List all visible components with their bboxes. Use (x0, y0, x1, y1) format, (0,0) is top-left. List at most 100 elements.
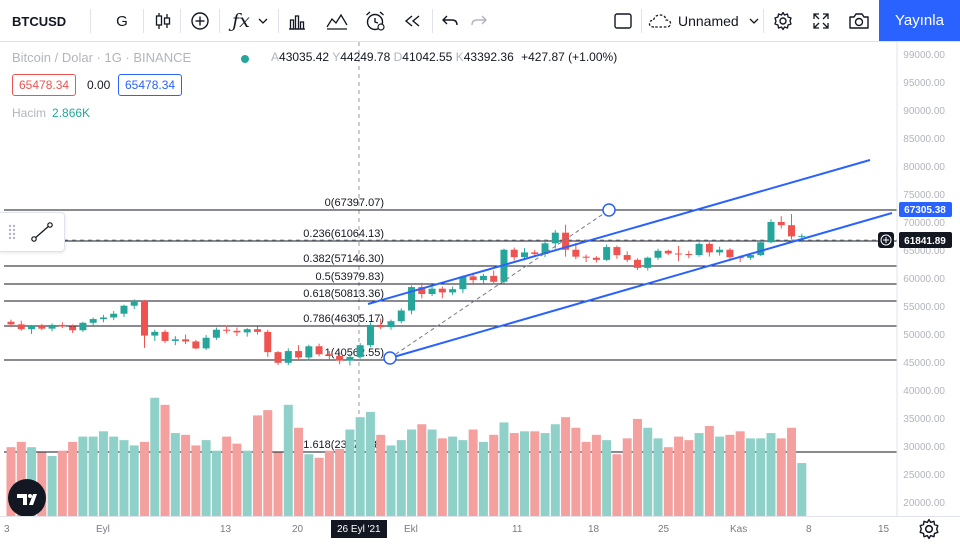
indicators-compare-button[interactable] (186, 0, 214, 42)
snapshot-button[interactable] (846, 0, 872, 42)
interval-button[interactable]: G (110, 0, 134, 42)
publish-button[interactable]: Yayınla (879, 0, 960, 41)
volume-label: Hacim (12, 106, 47, 120)
fib-retracement[interactable]: 0(67397.07) 0.236(61064.13) 0.382(57146.30… (4, 197, 897, 453)
candle-body (377, 324, 385, 328)
replay-button[interactable] (400, 0, 426, 42)
candle-body (510, 249, 518, 258)
redo-button[interactable] (467, 0, 491, 42)
volume-bar (468, 429, 478, 516)
candle-body (705, 243, 713, 253)
drawings[interactable] (367, 159, 893, 365)
candle-body (17, 324, 25, 330)
buy-price-button[interactable]: 65478.34 (118, 74, 183, 96)
candle-body (428, 288, 436, 294)
volume-bar (222, 436, 232, 516)
volume-bar (252, 415, 262, 516)
chart-settings-button[interactable] (918, 518, 940, 540)
price-axis-label: 75000.00 (903, 190, 945, 201)
sell-price-button[interactable]: 65478.34 (12, 74, 77, 96)
candle-body (418, 287, 426, 294)
volume-bar (448, 436, 458, 516)
toolbar-divider (641, 9, 642, 33)
volume-bar (581, 441, 591, 516)
candle-body (664, 250, 672, 254)
undo-icon (441, 14, 459, 28)
candle-body (69, 326, 77, 331)
volume-legend[interactable]: Hacim 2.866K (12, 106, 90, 120)
time-axis-label: Kas (730, 524, 748, 535)
alerts-button[interactable] (324, 0, 350, 42)
interval-label: G (116, 12, 128, 30)
volume-bar (181, 434, 191, 516)
fullscreen-select-button[interactable] (611, 0, 635, 42)
candle-body (438, 288, 446, 293)
open-value: 43035.42 (279, 50, 330, 64)
chart-style-button[interactable] (150, 0, 176, 42)
volume-bar (674, 436, 684, 516)
volume-bar (499, 422, 509, 516)
volume-bar (355, 417, 365, 516)
volume-bar (386, 445, 396, 516)
alert-button[interactable] (362, 0, 388, 42)
fib-level-label: 1(40562.55) (325, 347, 384, 359)
volume-bar (294, 427, 304, 516)
volume-bar (735, 431, 745, 516)
volume-bar (109, 436, 119, 516)
change-value: +427.87 (+1.00%) (521, 50, 618, 64)
candle-body (130, 300, 138, 306)
candle-body (315, 346, 323, 355)
low-value: 41042.55 (402, 50, 453, 64)
volume-bar (345, 429, 355, 516)
candle-body (120, 305, 128, 314)
candle-body (48, 324, 56, 329)
volume-bar (632, 418, 642, 516)
volume-bar (704, 426, 714, 516)
volume-bar (550, 424, 560, 516)
volume-bar (160, 404, 170, 516)
time-axis[interactable] (0, 516, 960, 544)
toolbar-divider (143, 9, 144, 33)
volume-bar (591, 434, 601, 516)
price-axis-label: 55000.00 (903, 302, 945, 313)
rewind-icon (403, 14, 423, 28)
candle-body (253, 329, 261, 332)
volume-bar (571, 427, 581, 516)
layout-name-button[interactable]: Unnamed (648, 0, 760, 42)
open-key: A (271, 50, 280, 64)
candle-body (202, 337, 210, 349)
price-axis-bg (897, 42, 960, 516)
volume-bar (663, 447, 673, 516)
price-chart[interactable]: 0(67397.07) 0.236(61064.13) 0.382(57146.30… (0, 42, 960, 516)
price-axis-label: 80000.00 (903, 162, 945, 173)
volume-bar (335, 448, 345, 516)
fullscreen-button[interactable] (808, 0, 834, 42)
symbol-title: Bitcoin / Dolar · 1G · BINANCE (12, 50, 192, 65)
expand-icon (811, 11, 831, 31)
tradingview-logo[interactable] (8, 479, 46, 517)
candle-body (305, 346, 313, 358)
candle-body (182, 339, 190, 342)
market-status-dot[interactable] (241, 55, 249, 63)
volume-bar (509, 433, 519, 516)
price-axis[interactable]: 99000.00 95000.00 90000.00 85000.00 80000.00… (878, 42, 960, 516)
symbol-search-button[interactable]: BTCUSD (12, 0, 66, 42)
line-chart-icon (326, 11, 348, 31)
volume-bar (396, 440, 406, 516)
price-axis-label: 70000.00 (903, 218, 945, 229)
chevron-down-icon (749, 17, 759, 25)
candle-body (716, 249, 724, 253)
add-alert-plus-icon[interactable] (878, 232, 894, 248)
financials-button[interactable] (285, 0, 309, 42)
candle-body (223, 329, 231, 331)
crosshair-date-label: 26 Eyl '21 (331, 520, 387, 538)
settings-button[interactable] (770, 0, 796, 42)
undo-button[interactable] (438, 0, 462, 42)
trend-line-icon[interactable] (30, 221, 54, 248)
indicators-button[interactable]: ƒx (226, 0, 274, 42)
volume-bar (242, 450, 252, 516)
candle-body (387, 321, 395, 328)
candle-body (459, 276, 467, 290)
candle-body (562, 232, 570, 250)
drag-handle-icon[interactable] (8, 224, 16, 245)
